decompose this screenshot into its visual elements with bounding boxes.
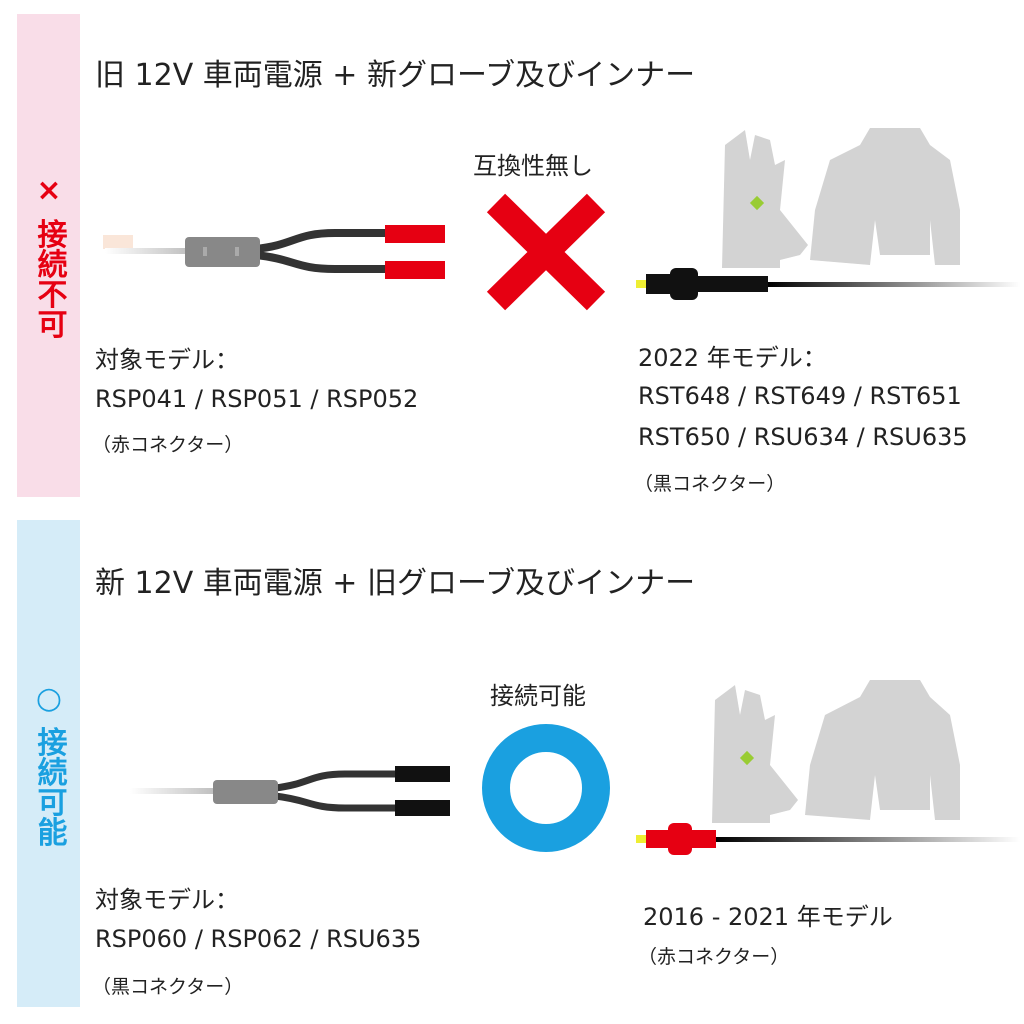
incompatible-right-heading: 2022 年モデル：	[638, 344, 827, 372]
glove-jacket-red-connector	[636, 680, 1020, 855]
red-connector-power-cable	[103, 225, 445, 279]
incompatible-side-panel	[17, 14, 80, 497]
incompatible-right-connector: （黒コネクター）	[634, 473, 786, 495]
glove-jacket-black-connector	[636, 128, 1020, 300]
cross-icon	[486, 193, 606, 311]
compatible-right-connector: （赤コネクター）	[638, 946, 790, 968]
compatible-left-models: RSP060 / RSP062 / RSU635	[95, 925, 422, 953]
incompatible-status: 互換性無し	[473, 152, 593, 180]
black-connector-power-cable	[130, 766, 450, 816]
compatible-left-heading: 対象モデル：	[95, 886, 239, 914]
incompatible-title: 旧 12V 車両電源 + 新グローブ及びインナー	[95, 58, 696, 93]
compatible-status: 接続可能	[490, 682, 586, 710]
circle-ok-icon	[482, 724, 610, 852]
incompatible-side-label: × 接続不可	[31, 172, 67, 339]
compatible-title: 新 12V 車両電源 + 旧グローブ及びインナー	[95, 566, 696, 601]
incompatible-right-models-1: RST648 / RST649 / RST651	[638, 382, 962, 410]
glove-icon	[712, 685, 798, 823]
compatible-left-connector: （黒コネクター）	[92, 976, 244, 998]
incompatible-left-models: RSP041 / RSP051 / RSP052	[95, 385, 419, 413]
jacket-icon	[805, 680, 960, 820]
compatible-right-heading: 2016 - 2021 年モデル	[643, 903, 893, 931]
glove-icon	[722, 130, 808, 268]
compatible-side-panel	[17, 520, 80, 1007]
incompatible-right-models-2: RST650 / RSU634 / RSU635	[638, 423, 968, 451]
incompatible-left-heading: 対象モデル：	[95, 346, 239, 374]
jacket-icon	[810, 128, 960, 265]
compatible-side-label: ○ 接続可能	[31, 680, 67, 847]
incompatible-left-connector: （赤コネクター）	[92, 434, 244, 456]
